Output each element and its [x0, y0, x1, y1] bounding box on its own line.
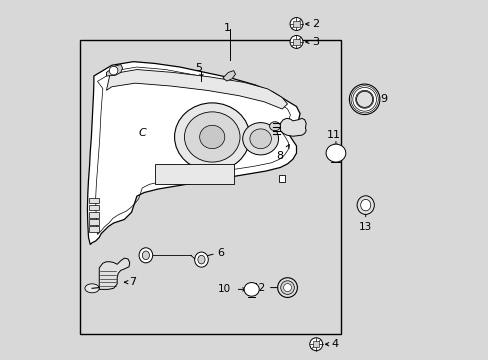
Text: 11: 11 [326, 130, 340, 140]
Circle shape [289, 18, 303, 31]
Text: 10: 10 [217, 284, 230, 294]
Polygon shape [99, 258, 129, 289]
Text: 12: 12 [252, 283, 265, 293]
Bar [155, 164, 233, 184]
Ellipse shape [142, 251, 149, 260]
Polygon shape [223, 71, 235, 81]
Ellipse shape [184, 112, 240, 162]
Polygon shape [106, 69, 287, 109]
Circle shape [309, 338, 322, 351]
Circle shape [109, 66, 118, 75]
Bar [88, 219, 99, 225]
Ellipse shape [356, 196, 373, 215]
Ellipse shape [283, 284, 291, 292]
Ellipse shape [139, 248, 152, 263]
Ellipse shape [242, 123, 278, 155]
Text: 7: 7 [129, 277, 136, 287]
Text: 1: 1 [224, 23, 231, 33]
Ellipse shape [194, 252, 208, 267]
Text: 8: 8 [276, 150, 283, 161]
Ellipse shape [356, 91, 372, 107]
Bar [293, 39, 299, 45]
Text: 2: 2 [311, 19, 318, 29]
Circle shape [289, 36, 303, 48]
Bar [88, 205, 99, 211]
Ellipse shape [269, 122, 280, 131]
Ellipse shape [249, 129, 271, 149]
Ellipse shape [244, 283, 259, 296]
Ellipse shape [174, 103, 249, 171]
Text: 13: 13 [358, 222, 371, 232]
Ellipse shape [198, 255, 204, 264]
Text: 4: 4 [331, 339, 338, 349]
Polygon shape [87, 62, 300, 244]
Bar [80, 40, 341, 334]
Ellipse shape [280, 281, 294, 294]
Bar [293, 21, 299, 27]
Text: C: C [138, 129, 146, 138]
Text: 6: 6 [217, 248, 224, 258]
Bar [88, 198, 99, 203]
Text: 5: 5 [195, 63, 202, 73]
Polygon shape [280, 118, 305, 136]
Bar [278, 175, 285, 182]
Bar [312, 341, 319, 347]
Ellipse shape [277, 278, 297, 297]
Bar [88, 212, 99, 218]
Ellipse shape [360, 199, 370, 211]
Ellipse shape [85, 284, 99, 293]
Text: 9: 9 [379, 94, 386, 104]
Bar [88, 226, 99, 232]
Ellipse shape [199, 125, 224, 149]
Ellipse shape [349, 84, 379, 114]
Text: 3: 3 [311, 37, 318, 47]
Ellipse shape [325, 144, 345, 162]
Polygon shape [106, 64, 122, 76]
